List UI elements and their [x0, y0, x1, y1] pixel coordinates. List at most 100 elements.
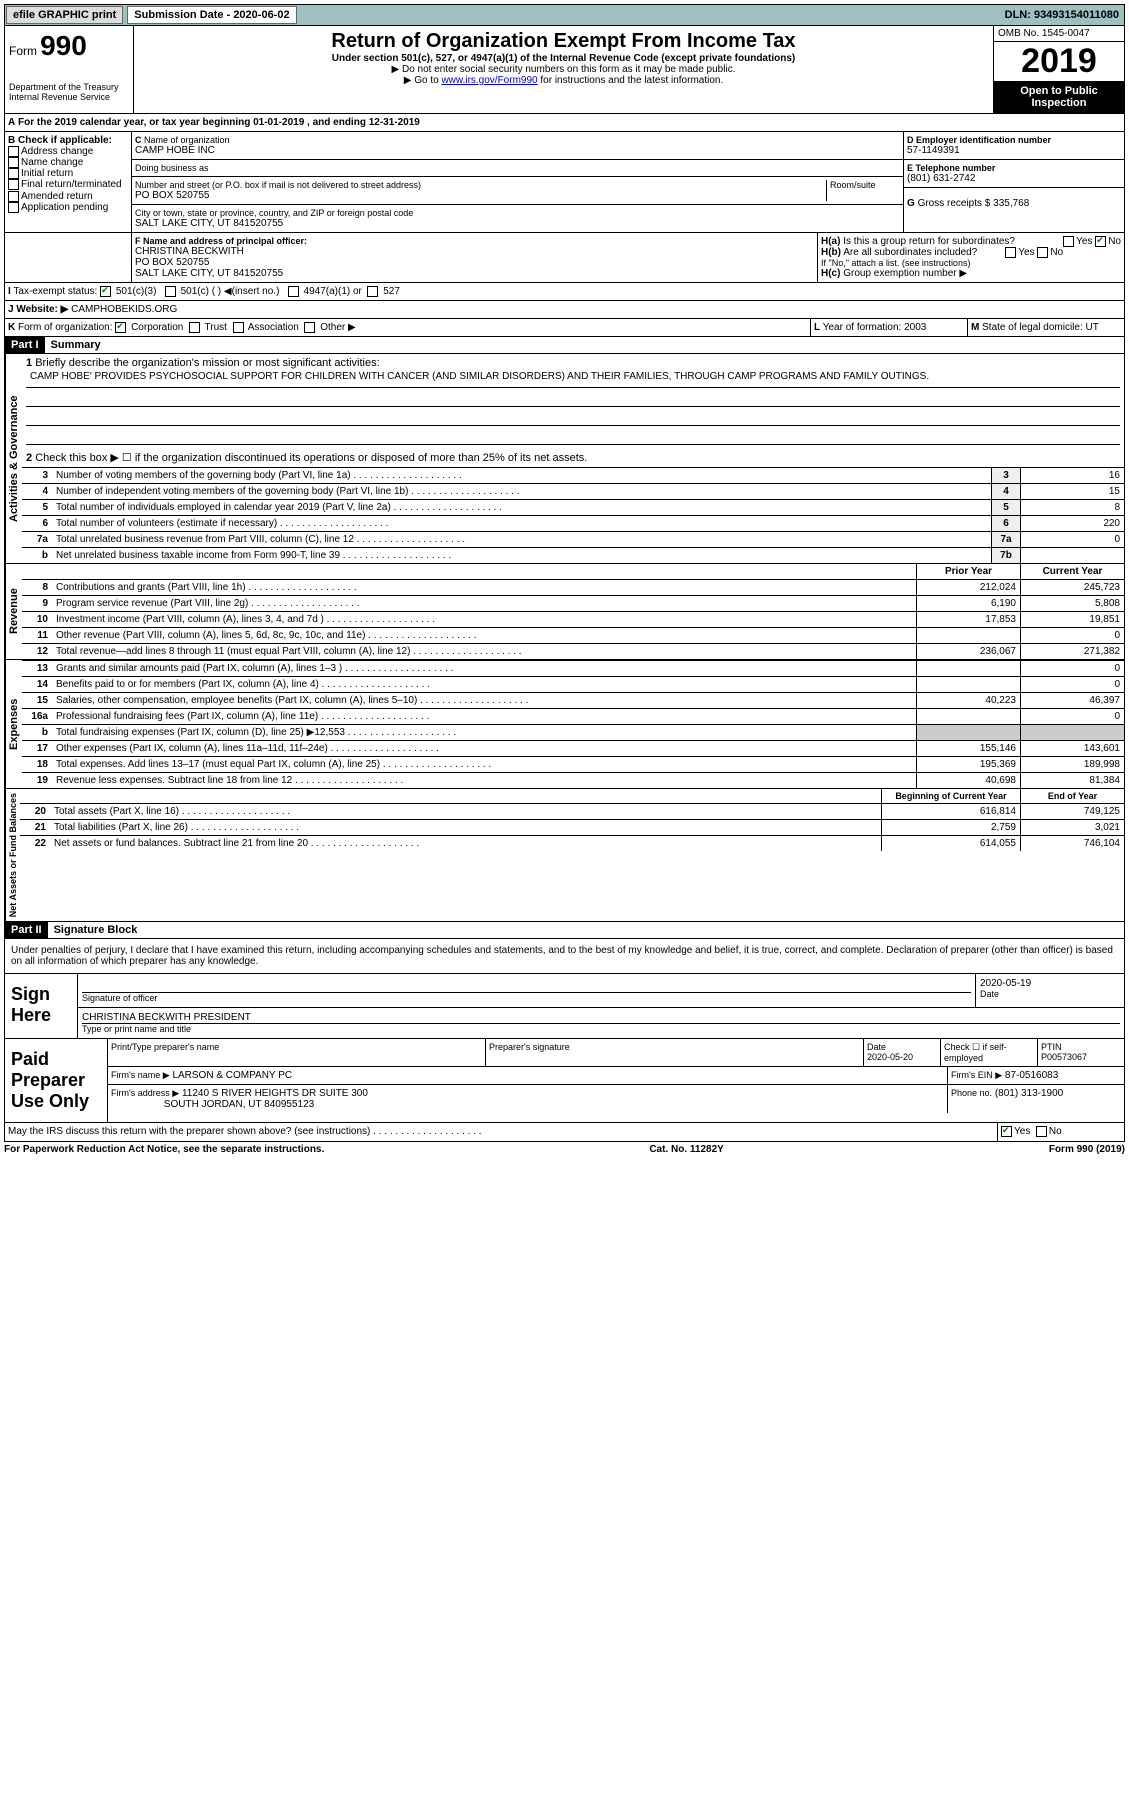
- ein-p-value: 87-0516083: [1005, 1070, 1058, 1081]
- cat-no: Cat. No. 11282Y: [649, 1144, 723, 1155]
- dln: DLN: 93493154011080: [1001, 7, 1123, 23]
- cb-corp[interactable]: [115, 322, 126, 333]
- part-i-tag: Part I: [5, 337, 45, 353]
- cb-hb-yes[interactable]: [1005, 247, 1016, 258]
- form-title: Return of Organization Exempt From Incom…: [138, 30, 989, 53]
- ssn-notice: ▶ Do not enter social security numbers o…: [138, 64, 989, 75]
- sign-here-label: Sign Here: [5, 974, 78, 1038]
- penalty-text: Under penalties of perjury, I declare th…: [4, 939, 1125, 974]
- cb-application-pending[interactable]: [8, 202, 19, 213]
- prep-date-h: Date: [867, 1042, 886, 1052]
- form-subtitle: Under section 501(c), 527, or 4947(a)(1)…: [138, 53, 989, 64]
- f-label: Name and address of principal officer:: [143, 236, 307, 246]
- submission-date: Submission Date - 2020-06-02: [127, 6, 296, 24]
- mission-text: CAMP HOBE' PROVIDES PSYCHOSOCIAL SUPPORT…: [26, 369, 1120, 388]
- cb-amended[interactable]: [8, 191, 19, 202]
- irs-label: Internal Revenue Service: [9, 92, 129, 102]
- discuss-text: May the IRS discuss this return with the…: [8, 1126, 370, 1137]
- paid-preparer-block: Paid Preparer Use Only Print/Type prepar…: [4, 1039, 1125, 1123]
- line-a: A For the 2019 calendar year, or tax yea…: [5, 114, 1124, 131]
- officer-name: CHRISTINA BECKWITH: [135, 246, 814, 257]
- cb-assoc[interactable]: [233, 322, 244, 333]
- org-name: CAMP HOBE INC: [135, 145, 900, 156]
- firmaddr-value: 11240 S RIVER HEIGHTS DR SUITE 300: [182, 1088, 368, 1099]
- city-label: City or town, state or province, country…: [135, 208, 900, 218]
- cb-527[interactable]: [367, 286, 378, 297]
- line2-text: Check this box ▶ ☐ if the organization d…: [35, 452, 587, 464]
- hb-label: Are all subordinates included?: [843, 247, 977, 258]
- part-ii-title: Signature Block: [48, 922, 144, 938]
- hb-note: If "No," attach a list. (see instruction…: [821, 258, 1121, 268]
- pphone-label: Phone no.: [951, 1088, 992, 1098]
- sig-officer-label: Signature of officer: [82, 993, 971, 1003]
- ha-label: Is this a group return for subordinates?: [843, 236, 1015, 247]
- sig-date-label: Date: [980, 989, 1120, 999]
- tax-year: 2019: [994, 42, 1124, 81]
- ptin-v: P00573067: [1041, 1052, 1087, 1062]
- ein-value: 57-1149391: [907, 145, 1121, 156]
- type-name-label: Type or print name and title: [82, 1024, 1120, 1034]
- firmaddr-label: Firm's address ▶: [111, 1088, 179, 1098]
- prep-sig-h: Preparer's signature: [486, 1039, 864, 1066]
- cb-other[interactable]: [304, 322, 315, 333]
- i-label: Tax-exempt status:: [13, 286, 97, 297]
- cb-initial-return[interactable]: [8, 168, 19, 179]
- cb-address-change[interactable]: [8, 146, 19, 157]
- ein-label: Employer identification number: [916, 135, 1051, 145]
- website-value: CAMPHOBEKIDS.ORG: [71, 304, 177, 315]
- cb-hb-no[interactable]: [1037, 247, 1048, 258]
- irs-link[interactable]: www.irs.gov/Form990: [441, 75, 537, 86]
- governance-vlabel: Activities & Governance: [5, 354, 22, 563]
- revenue-block: Revenue Prior Year Current Year 8Contrib…: [4, 564, 1125, 660]
- part-i-title: Summary: [45, 337, 107, 353]
- footer: For Paperwork Reduction Act Notice, see …: [4, 1142, 1125, 1157]
- dba-label: Doing business as: [135, 163, 900, 173]
- dept-treasury: Department of the Treasury: [9, 82, 129, 92]
- cb-ha-no[interactable]: [1095, 236, 1106, 247]
- cb-final-return[interactable]: [8, 179, 19, 190]
- governance-block: Activities & Governance 1 Briefly descri…: [4, 354, 1125, 564]
- prep-self-h: Check ☐ if self-employed: [941, 1039, 1038, 1066]
- beg-year-header: Beginning of Current Year: [881, 789, 1020, 803]
- paid-preparer-label: Paid Preparer Use Only: [5, 1039, 108, 1122]
- pphone-value: (801) 313-1900: [995, 1088, 1063, 1099]
- firm-value: LARSON & COMPANY PC: [172, 1070, 292, 1081]
- goto-line: ▶ Go to www.irs.gov/Form990 for instruct…: [138, 75, 989, 86]
- sig-date-value: 2020-05-19: [980, 978, 1120, 989]
- netassets-block: Net Assets or Fund Balances Beginning of…: [4, 789, 1125, 922]
- c-name-label: Name of organization: [144, 135, 230, 145]
- room-label: Room/suite: [826, 180, 900, 201]
- ein-p-label: Firm's EIN ▶: [951, 1070, 1002, 1080]
- efile-print-button[interactable]: efile GRAPHIC print: [6, 6, 123, 24]
- officer-city: SALT LAKE CITY, UT 841520755: [135, 268, 814, 279]
- org-city: SALT LAKE CITY, UT 841520755: [135, 218, 900, 229]
- org-address: PO BOX 520755: [135, 190, 826, 201]
- firm-label: Firm's name ▶: [111, 1070, 170, 1080]
- addr-label: Number and street (or P.O. box if mail i…: [135, 180, 826, 190]
- section-bcdefg: B Check if applicable: Address change Na…: [4, 132, 1125, 233]
- cb-discuss-yes[interactable]: [1001, 1126, 1012, 1137]
- open-public: Open to Public Inspection: [994, 81, 1124, 113]
- b-label: Check if applicable:: [18, 135, 112, 146]
- cb-name-change[interactable]: [8, 157, 19, 168]
- website-label: Website: ▶: [16, 304, 68, 315]
- section-fh: F Name and address of principal officer:…: [4, 233, 1125, 283]
- part-ii-tag: Part II: [5, 922, 48, 938]
- cb-discuss-no[interactable]: [1036, 1126, 1047, 1137]
- hc-label: Group exemption number ▶: [843, 268, 967, 279]
- cb-501c3[interactable]: [100, 286, 111, 297]
- k-label: Form of organization:: [18, 322, 113, 333]
- ptin-h: PTIN: [1041, 1042, 1062, 1052]
- omb: OMB No. 1545-0047: [994, 26, 1124, 42]
- top-bar: efile GRAPHIC print Submission Date - 20…: [4, 4, 1125, 26]
- officer-addr: PO BOX 520755: [135, 257, 814, 268]
- prior-year-header: Prior Year: [916, 564, 1020, 579]
- cb-4947[interactable]: [288, 286, 299, 297]
- cb-trust[interactable]: [189, 322, 200, 333]
- cb-501c[interactable]: [165, 286, 176, 297]
- current-year-header: Current Year: [1020, 564, 1124, 579]
- form-word: Form: [9, 44, 37, 58]
- form-foot: Form 990 (2019): [1049, 1144, 1125, 1155]
- end-year-header: End of Year: [1020, 789, 1124, 803]
- cb-ha-yes[interactable]: [1063, 236, 1074, 247]
